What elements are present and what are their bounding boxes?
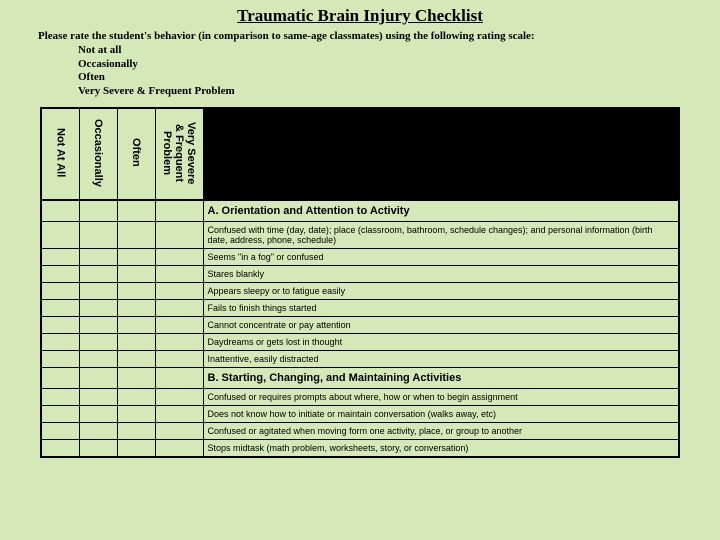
rating-cell[interactable] bbox=[79, 422, 117, 439]
col-header-very-severe: Very Severe& FrequentProblem bbox=[155, 108, 203, 200]
table-row: Inattentive, easily distracted bbox=[41, 350, 679, 367]
rating-cell[interactable] bbox=[155, 388, 203, 405]
rating-cell[interactable] bbox=[79, 282, 117, 299]
item-text: Confused or requires prompts about where… bbox=[203, 388, 679, 405]
rating-cell[interactable] bbox=[79, 200, 117, 222]
rating-cell[interactable] bbox=[79, 316, 117, 333]
checklist-table: Not At All Occasionally Often Very Sever… bbox=[40, 107, 680, 458]
rating-cell[interactable] bbox=[117, 200, 155, 222]
rating-cell[interactable] bbox=[41, 333, 79, 350]
rating-cell[interactable] bbox=[117, 316, 155, 333]
table-row: Cannot concentrate or pay attention bbox=[41, 316, 679, 333]
item-text: Inattentive, easily distracted bbox=[203, 350, 679, 367]
rating-cell[interactable] bbox=[117, 405, 155, 422]
rating-cell[interactable] bbox=[117, 439, 155, 457]
scale-item: Occasionally bbox=[78, 58, 710, 72]
scale-item: Not at all bbox=[78, 44, 710, 58]
rating-cell[interactable] bbox=[41, 350, 79, 367]
rating-cell[interactable] bbox=[117, 422, 155, 439]
rating-cell[interactable] bbox=[155, 221, 203, 248]
col-header-often: Often bbox=[117, 108, 155, 200]
table-row: Confused with time (day, date); place (c… bbox=[41, 221, 679, 248]
rating-cell[interactable] bbox=[117, 333, 155, 350]
table-row: Does not know how to initiate or maintai… bbox=[41, 405, 679, 422]
rating-cell[interactable] bbox=[79, 265, 117, 282]
rating-cell[interactable] bbox=[79, 221, 117, 248]
item-text: Appears sleepy or to fatigue easily bbox=[203, 282, 679, 299]
item-text: Daydreams or gets lost in thought bbox=[203, 333, 679, 350]
table-row: Stops midtask (math problem, worksheets,… bbox=[41, 439, 679, 457]
instructions-text: Please rate the student's behavior (in c… bbox=[38, 30, 710, 44]
rating-cell[interactable] bbox=[41, 422, 79, 439]
rating-cell[interactable] bbox=[155, 282, 203, 299]
rating-cell[interactable] bbox=[41, 388, 79, 405]
rating-cell[interactable] bbox=[41, 200, 79, 222]
table-row: Appears sleepy or to fatigue easily bbox=[41, 282, 679, 299]
rating-cell[interactable] bbox=[41, 282, 79, 299]
rating-cell[interactable] bbox=[155, 248, 203, 265]
rating-cell[interactable] bbox=[117, 350, 155, 367]
rating-cell[interactable] bbox=[79, 299, 117, 316]
rating-cell[interactable] bbox=[117, 282, 155, 299]
rating-cell[interactable] bbox=[155, 439, 203, 457]
item-text: Cannot concentrate or pay attention bbox=[203, 316, 679, 333]
item-text: Does not know how to initiate or maintai… bbox=[203, 405, 679, 422]
rating-cell[interactable] bbox=[117, 248, 155, 265]
section-a-header-row: A. Orientation and Attention to Activity bbox=[41, 200, 679, 222]
item-text: Confused or agitated when moving form on… bbox=[203, 422, 679, 439]
table-row: Seems "in a fog" or confused bbox=[41, 248, 679, 265]
table-row: Daydreams or gets lost in thought bbox=[41, 333, 679, 350]
rating-cell[interactable] bbox=[117, 388, 155, 405]
rating-cell[interactable] bbox=[79, 388, 117, 405]
rating-cell[interactable] bbox=[79, 405, 117, 422]
item-text: Stops midtask (math problem, worksheets,… bbox=[203, 439, 679, 457]
rating-cell[interactable] bbox=[155, 316, 203, 333]
rating-cell[interactable] bbox=[41, 299, 79, 316]
table-row: Fails to finish things started bbox=[41, 299, 679, 316]
rating-cell[interactable] bbox=[79, 333, 117, 350]
rating-cell[interactable] bbox=[155, 299, 203, 316]
rating-cell[interactable] bbox=[117, 265, 155, 282]
table-header-row: Not At All Occasionally Often Very Sever… bbox=[41, 108, 679, 200]
table-row: Confused or agitated when moving form on… bbox=[41, 422, 679, 439]
rating-cell[interactable] bbox=[41, 405, 79, 422]
section-a-title: A. Orientation and Attention to Activity bbox=[203, 200, 679, 222]
rating-cell[interactable] bbox=[155, 422, 203, 439]
rating-cell[interactable] bbox=[155, 265, 203, 282]
rating-scale-list: Not at all Occasionally Often Very Sever… bbox=[78, 44, 710, 99]
rating-cell[interactable] bbox=[117, 299, 155, 316]
rating-cell[interactable] bbox=[41, 265, 79, 282]
col-header-not-at-all: Not At All bbox=[41, 108, 79, 200]
rating-cell[interactable] bbox=[41, 367, 79, 388]
page-title: Traumatic Brain Injury Checklist bbox=[10, 6, 710, 26]
item-text: Seems "in a fog" or confused bbox=[203, 248, 679, 265]
item-text: Confused with time (day, date); place (c… bbox=[203, 221, 679, 248]
col-header-occasionally: Occasionally bbox=[79, 108, 117, 200]
rating-cell[interactable] bbox=[79, 439, 117, 457]
rating-cell[interactable] bbox=[155, 350, 203, 367]
section-b-title: B. Starting, Changing, and Maintaining A… bbox=[203, 367, 679, 388]
scale-item: Very Severe & Frequent Problem bbox=[78, 85, 710, 99]
rating-cell[interactable] bbox=[79, 367, 117, 388]
rating-cell[interactable] bbox=[117, 367, 155, 388]
rating-cell[interactable] bbox=[41, 316, 79, 333]
rating-cell[interactable] bbox=[79, 248, 117, 265]
rating-cell[interactable] bbox=[155, 405, 203, 422]
rating-cell[interactable] bbox=[155, 367, 203, 388]
rating-cell[interactable] bbox=[41, 439, 79, 457]
col-header-blank bbox=[203, 108, 679, 200]
rating-cell[interactable] bbox=[155, 200, 203, 222]
section-b-header-row: B. Starting, Changing, and Maintaining A… bbox=[41, 367, 679, 388]
rating-cell[interactable] bbox=[155, 333, 203, 350]
table-row: Stares blankly bbox=[41, 265, 679, 282]
table-row: Confused or requires prompts about where… bbox=[41, 388, 679, 405]
rating-cell[interactable] bbox=[41, 248, 79, 265]
scale-item: Often bbox=[78, 71, 710, 85]
item-text: Fails to finish things started bbox=[203, 299, 679, 316]
rating-cell[interactable] bbox=[79, 350, 117, 367]
rating-cell[interactable] bbox=[41, 221, 79, 248]
rating-cell[interactable] bbox=[117, 221, 155, 248]
item-text: Stares blankly bbox=[203, 265, 679, 282]
